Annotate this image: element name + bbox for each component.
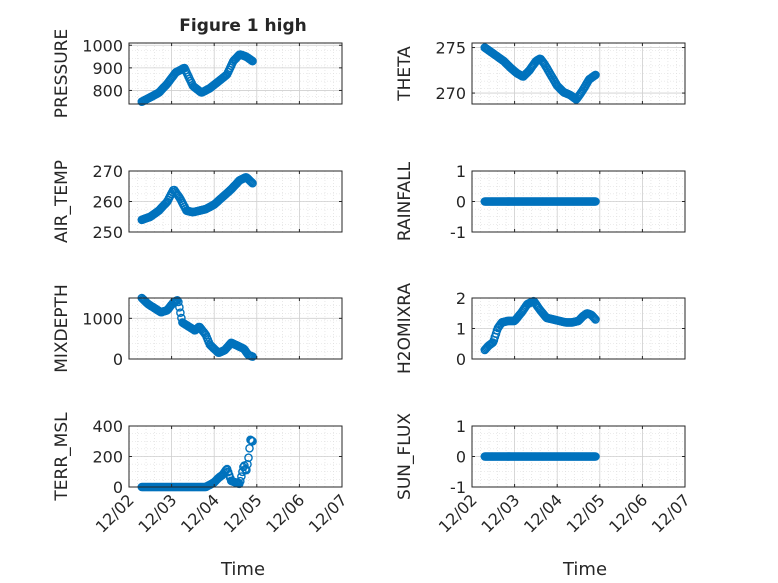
x-tick-label: 12/07 — [648, 490, 694, 536]
y-tick-label: 270 — [435, 84, 466, 103]
axes-box — [128, 297, 343, 360]
x-tick-label: 12/02 — [435, 490, 481, 536]
series-rainfall — [480, 197, 600, 206]
data-point — [248, 436, 257, 446]
axes-box — [471, 42, 686, 105]
y-tick-label: 1 — [456, 162, 466, 181]
y-tick-label: -1 — [450, 223, 466, 242]
y-tick-label: -1 — [450, 478, 466, 497]
y-tick-label: 0 — [113, 350, 123, 369]
data-point — [241, 464, 250, 474]
y-tick-label: 900 — [92, 59, 123, 78]
data-point — [237, 472, 246, 481]
y-tick-label: 275 — [435, 39, 466, 58]
panel-pressure: 800 900 1000 PRESSURE — [52, 29, 343, 118]
y-tick-label: 0 — [456, 448, 466, 467]
y-tick-label: 270 — [92, 162, 123, 181]
data-point — [244, 453, 253, 463]
y-axis-label: PRESSURE — [52, 29, 72, 118]
x-tick-label: 12/02 — [92, 490, 138, 536]
y-axis-label: AIR_TEMP — [52, 160, 72, 243]
y-tick-label: 0 — [456, 193, 466, 212]
y-tick-label: 250 — [92, 223, 123, 242]
panel-mixdepth: 0 1000 MIXDEPTH — [52, 284, 343, 373]
x-tick-label: 12/04 — [177, 490, 223, 536]
y-tick-label: 0 — [113, 478, 123, 497]
panel-h2omixra: 0 1 2 H2OMIXRA — [395, 283, 686, 374]
y-tick-label: 2 — [456, 289, 466, 308]
y-tick-label: 200 — [92, 448, 123, 467]
panel-rainfall: -1 0 1 RAINFALL — [395, 161, 686, 242]
series-h2omixra — [480, 296, 600, 355]
y-axis-label: THETA — [395, 46, 415, 102]
data-point — [242, 465, 251, 475]
y-tick-label: 1 — [456, 320, 466, 339]
x-tick-label: 12/06 — [605, 490, 651, 536]
data-point — [591, 315, 600, 324]
y-tick-label: 800 — [92, 81, 123, 100]
series-sun_flux — [480, 452, 600, 461]
y-axis-label: RAINFALL — [395, 161, 415, 241]
y-axis-label: SUN_FLUX — [395, 413, 415, 500]
axes-box — [128, 42, 343, 105]
data-point — [176, 308, 185, 318]
data-point — [590, 313, 599, 323]
y-axis-label: MIXDEPTH — [52, 284, 72, 373]
data-point — [591, 452, 600, 461]
y-tick-label: 1000 — [82, 309, 123, 328]
y-axis-label: TERR_MSL — [52, 412, 72, 502]
data-point — [246, 176, 255, 186]
y-tick-label: 400 — [92, 417, 123, 436]
data-point — [591, 197, 600, 206]
y-tick-label: 260 — [92, 193, 123, 212]
panel-air_temp: 250 260 270 AIR_TEMP — [52, 160, 343, 243]
series-air_temp — [137, 173, 257, 225]
data-point — [245, 443, 254, 453]
data-point — [248, 352, 257, 361]
data-point — [175, 302, 184, 312]
x-tick-label: 12/07 — [305, 490, 351, 536]
panel-theta: 270 275 THETA — [395, 39, 686, 105]
x-tick-label: 12/05 — [563, 490, 609, 536]
x-tick-label: 12/05 — [220, 490, 266, 536]
series-theta — [480, 43, 600, 104]
panel-terr_msl: 0 200 400 TERR_MSL 12/0212/0312/0412/0512/06… — [52, 412, 351, 537]
data-point — [589, 312, 598, 322]
series-pressure — [137, 50, 257, 106]
data-point — [248, 178, 257, 188]
x-axis-label-right: Time — [562, 559, 607, 580]
x-tick-label: 12/04 — [520, 490, 566, 536]
y-tick-label: 1 — [456, 417, 466, 436]
y-tick-label: 0 — [456, 350, 466, 369]
x-axis-label-left: Time — [220, 559, 265, 580]
data-point — [591, 70, 600, 80]
data-point — [235, 476, 245, 486]
x-tick-label: 12/03 — [134, 490, 180, 536]
x-tick-label: 12/06 — [262, 490, 308, 536]
x-tick-label: 12/03 — [477, 490, 523, 536]
y-tick-label: 1000 — [82, 36, 123, 55]
data-point — [248, 56, 257, 66]
figure-title: Figure 1 high — [179, 16, 307, 36]
panel-sun_flux: -1 0 1 SUN_FLUX 12/0212/0312/0412/0512/0612/… — [395, 413, 694, 537]
data-point — [247, 177, 256, 187]
y-axis-label: H2OMIXRA — [395, 283, 415, 374]
